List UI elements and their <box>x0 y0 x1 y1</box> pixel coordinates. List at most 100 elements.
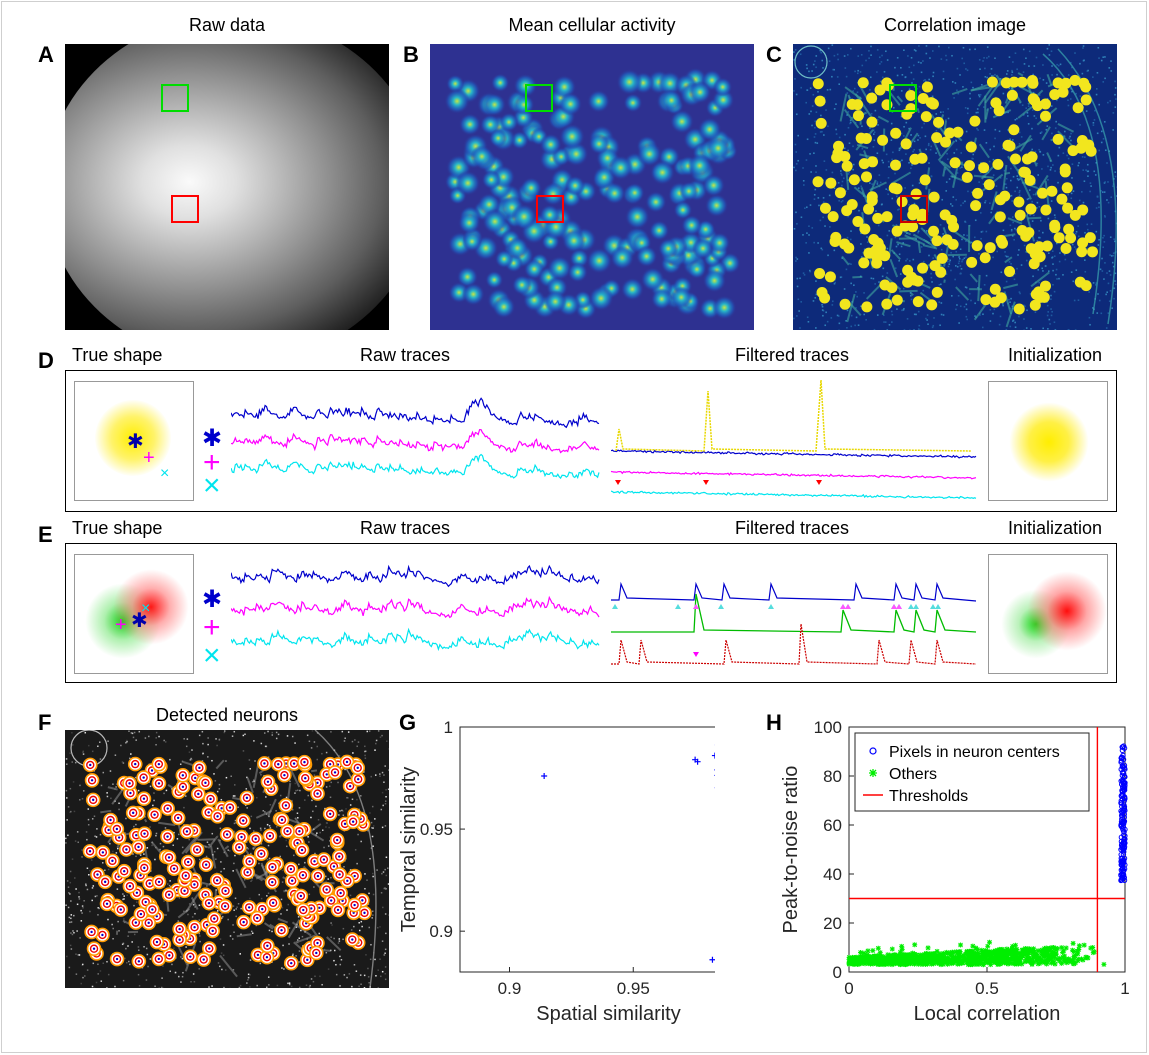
noise-pixel <box>300 929 302 932</box>
noise-pixel <box>1059 63 1062 66</box>
noise-pixel <box>198 734 201 737</box>
noise-pixel <box>949 259 951 262</box>
noise-pixel <box>972 153 975 156</box>
noise-pixel <box>149 958 152 960</box>
neuron-dot <box>1084 232 1096 244</box>
others-point <box>1041 946 1047 952</box>
noise-pixel <box>385 856 388 859</box>
neuron-dot <box>115 957 119 961</box>
neuron-center <box>350 900 359 910</box>
noise-pixel <box>102 962 105 965</box>
noise-pixel <box>1011 235 1014 237</box>
noise-pixel <box>1035 207 1038 209</box>
noise-pixel <box>999 78 1002 80</box>
red-roi-box <box>536 195 564 223</box>
neuron-dot <box>931 286 943 298</box>
noise-pixel <box>1103 234 1105 237</box>
dendrite-line <box>235 868 247 889</box>
noise-pixel <box>72 781 75 783</box>
neuron-center <box>120 867 129 876</box>
noise-pixel <box>232 969 235 971</box>
noise-pixel <box>360 983 362 986</box>
noise-pixel <box>894 267 897 269</box>
neuron-dot <box>989 296 1001 308</box>
noise-pixel <box>190 981 192 983</box>
noise-pixel <box>333 937 335 940</box>
noise-pixel <box>808 269 811 272</box>
noise-pixel <box>906 258 909 260</box>
noise-pixel <box>1098 149 1101 152</box>
noise-pixel <box>1003 169 1006 172</box>
noise-pixel <box>112 937 114 940</box>
noise-pixel <box>977 164 980 166</box>
noise-pixel <box>863 292 865 294</box>
neuron-dot <box>874 84 886 96</box>
red-roi-box <box>900 195 928 223</box>
noise-pixel <box>890 139 893 141</box>
others-point <box>897 949 903 955</box>
noise-pixel <box>886 247 889 250</box>
noise-pixel <box>1025 107 1028 110</box>
noise-pixel <box>995 185 998 187</box>
noise-pixel <box>900 115 903 118</box>
noise-pixel <box>354 849 357 851</box>
noise-pixel <box>837 58 839 61</box>
noise-pixel <box>941 235 943 238</box>
noise-pixel <box>970 81 973 84</box>
filtered-spike <box>615 379 972 452</box>
noise-pixel <box>1018 189 1021 192</box>
noise-pixel <box>960 268 963 270</box>
others-point <box>1005 961 1011 967</box>
noise-pixel <box>972 86 974 89</box>
noise-pixel <box>183 910 185 913</box>
dendrite-line <box>984 108 990 120</box>
noise-pixel <box>813 241 815 244</box>
noise-pixel <box>883 321 885 323</box>
vessel-arc <box>314 730 377 988</box>
noise-pixel <box>855 316 858 319</box>
noise-pixel <box>67 834 69 837</box>
noise-pixel <box>1005 280 1008 283</box>
noise-pixel <box>965 68 967 70</box>
noise-pixel <box>1039 132 1042 134</box>
dendrite-line <box>246 777 254 794</box>
others-point <box>1061 948 1067 954</box>
neuron-dot <box>202 958 205 961</box>
noise-pixel <box>194 906 196 908</box>
noise-pixel <box>900 90 903 92</box>
neuron-dot <box>833 140 845 152</box>
noise-pixel <box>1016 186 1019 189</box>
noise-pixel <box>913 49 916 51</box>
noise-pixel <box>1071 66 1073 69</box>
others-point <box>923 961 929 967</box>
noise-pixel <box>978 59 981 61</box>
neuron-dot <box>863 247 875 259</box>
noise-pixel <box>894 236 897 239</box>
noise-pixel <box>232 795 235 797</box>
noise-pixel <box>184 795 187 797</box>
noise-pixel <box>172 844 174 847</box>
noise-pixel <box>313 886 315 888</box>
neuron-center <box>348 817 358 826</box>
noise-pixel <box>192 904 195 906</box>
noise-pixel <box>942 111 945 113</box>
noise-pixel <box>266 895 268 897</box>
data-point <box>709 956 715 963</box>
noise-pixel <box>1031 220 1034 222</box>
raw-data-image <box>65 44 389 330</box>
dendrite-line <box>1017 106 1033 119</box>
noise-pixel <box>1084 259 1086 261</box>
noise-pixel <box>825 169 828 171</box>
neuron-dot <box>1000 77 1012 89</box>
noise-pixel <box>380 808 383 811</box>
neuron-dot <box>1014 209 1026 221</box>
noise-pixel <box>1111 261 1114 264</box>
noise-pixel <box>116 888 119 890</box>
noise-pixel <box>1086 163 1089 166</box>
noise-pixel <box>382 804 384 807</box>
noise-pixel <box>71 761 73 763</box>
noise-pixel <box>798 310 800 312</box>
neuron-blob <box>645 191 667 213</box>
noise-pixel <box>840 172 842 175</box>
noise-pixel <box>246 982 248 984</box>
